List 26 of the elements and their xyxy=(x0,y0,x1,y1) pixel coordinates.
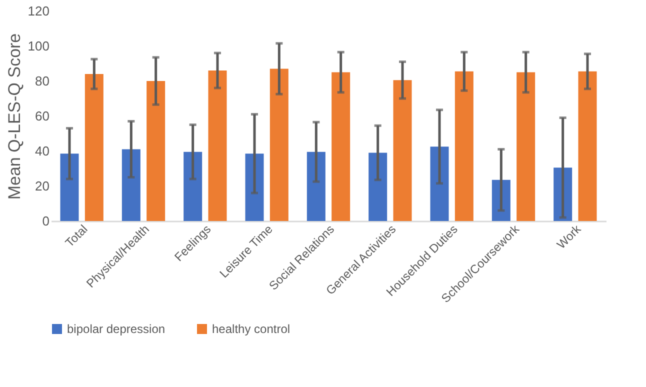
y-tick-label: 40 xyxy=(35,144,50,158)
bar xyxy=(368,152,388,221)
y-tick-label: 100 xyxy=(28,38,50,54)
bar xyxy=(454,71,474,221)
y-tick-label: 0 xyxy=(42,214,50,228)
bar xyxy=(578,71,597,221)
legend-label: healthy control xyxy=(212,322,290,336)
bar xyxy=(84,74,104,221)
bar xyxy=(122,149,140,221)
bar xyxy=(146,81,166,221)
bar xyxy=(208,70,227,221)
y-tick-label: 80 xyxy=(35,74,50,88)
bar xyxy=(516,72,536,221)
bar xyxy=(430,146,449,221)
legend-label: bipolar depression xyxy=(67,322,166,336)
y-tick-label: 20 xyxy=(35,178,50,194)
y-axis-title: Mean Q-LES-Q Score xyxy=(4,33,24,200)
y-tick-label: 60 xyxy=(35,108,50,124)
bar xyxy=(393,80,412,221)
bar xyxy=(332,72,350,221)
bar xyxy=(184,152,202,221)
bar xyxy=(306,152,326,221)
bar xyxy=(270,68,288,221)
bar xyxy=(245,154,264,221)
bar xyxy=(60,154,79,221)
y-tick-label: 120 xyxy=(28,4,50,18)
